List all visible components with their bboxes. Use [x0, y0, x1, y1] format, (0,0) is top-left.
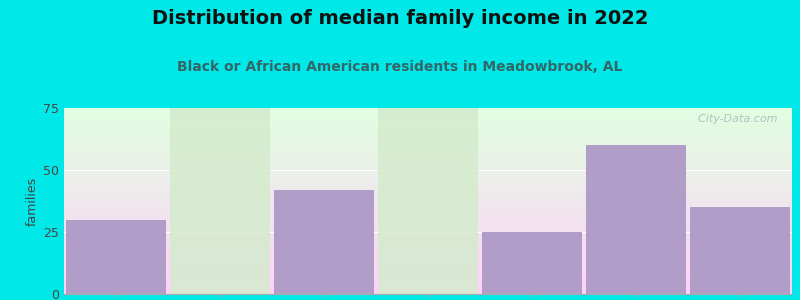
Bar — [66, 220, 166, 294]
Text: Black or African American residents in Meadowbrook, AL: Black or African American residents in M… — [178, 60, 622, 74]
Bar — [690, 207, 790, 294]
Text: Distribution of median family income in 2022: Distribution of median family income in … — [152, 9, 648, 28]
Bar — [586, 145, 686, 294]
Bar — [274, 190, 374, 294]
Bar — [170, 108, 270, 294]
Bar — [378, 108, 478, 294]
Bar — [482, 232, 582, 294]
Text: City-Data.com: City-Data.com — [691, 114, 778, 124]
Y-axis label: families: families — [26, 176, 39, 226]
